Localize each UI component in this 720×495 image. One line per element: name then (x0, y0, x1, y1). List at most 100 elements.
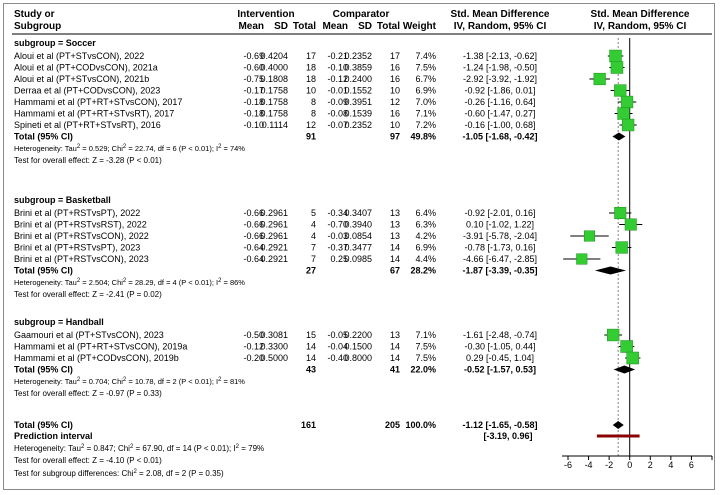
study-weight: 6.4% (415, 208, 436, 218)
study-marker (610, 61, 624, 74)
study-n-intervention: 8 (311, 97, 316, 107)
study-sd-comparator: 0.3951 (344, 97, 372, 107)
subgroup-total-weight: 28.2% (410, 266, 436, 276)
study-n-intervention: 8 (311, 109, 316, 119)
study-sd-intervention: 0.1758 (260, 109, 288, 119)
study-mean-intervention: -0.18 (243, 97, 264, 107)
study-n-comparator: 17 (390, 51, 400, 61)
study-name: Brini et al (PT+RSTvsRST), 2022 (14, 220, 147, 230)
subgroup-total-ci: -1.87 [-3.39, -0.35] (462, 266, 537, 276)
header-weight: Weight (403, 21, 437, 32)
study-n-comparator: 16 (390, 74, 400, 84)
study-n-intervention: 15 (306, 330, 316, 340)
study-name: Hammami et al (PT+RT+STvsCON), 2017 (14, 97, 182, 107)
study-mean-comparator: -0.07 (327, 120, 348, 130)
study-mean-comparator: -0.03 (327, 231, 348, 241)
study-sd-comparator: 0.3940 (344, 220, 372, 230)
study-ci: -0.92 [-2.01, 0.16] (464, 208, 535, 218)
study-marker (584, 230, 595, 242)
overall-total-n-comparator: 205 (385, 420, 400, 430)
header-total-comparator: Total (377, 21, 400, 32)
study-mean-comparator: -0.09 (327, 97, 348, 107)
header-sd-intervention: SD (274, 21, 288, 32)
study-marker (609, 49, 622, 63)
study-sd-comparator: 0.2200 (344, 330, 372, 340)
study-marker (614, 206, 627, 220)
study-weight: 7.5% (415, 353, 436, 363)
study-marker (626, 351, 639, 365)
study-marker (621, 118, 635, 132)
study-sd-intervention: 0.4000 (260, 63, 288, 73)
study-marker (624, 218, 637, 231)
study-weight: 7.4% (415, 51, 436, 61)
study-ci: -0.78 [-1.73, 0.16] (464, 243, 535, 253)
study-name: Hammami et al (PT+RT+STvsCON), 2019a (14, 342, 187, 352)
study-mean-intervention: -0.12 (243, 342, 264, 352)
study-ci: -1.24 [-1.98, -0.50] (463, 63, 537, 73)
study-ci: -0.60 [-1.47, 0.27] (464, 109, 535, 119)
study-weight: 7.2% (415, 120, 436, 130)
study-weight: 7.5% (415, 342, 436, 352)
x-axis-tick-label: -2 (605, 460, 613, 470)
study-ci: 0.10 [-1.02, 1.22] (466, 220, 534, 230)
study-mean-comparator: -0.40 (327, 353, 348, 363)
study-n-intervention: 10 (306, 86, 316, 96)
study-sd-intervention: 0.1758 (260, 86, 288, 96)
study-name: Brini et al (PT+RSTvsCON), 2022 (14, 231, 149, 241)
subgroup-total-label: Total (95% CI) (14, 266, 73, 276)
x-axis-tick-label: 0 (627, 460, 632, 470)
study-ci: -1.61 [-2.48, -0.74] (463, 330, 537, 340)
subgroup-total-weight: 22.0% (410, 365, 436, 375)
subgroup-pooled-diamond (594, 266, 627, 275)
subgroup-total-n-comparator: 67 (390, 266, 400, 276)
study-n-comparator: 10 (390, 86, 400, 96)
study-mean-intervention: -0.64 (243, 254, 264, 264)
study-weight: 4.4% (415, 254, 436, 264)
prediction-bar (596, 434, 640, 438)
header-subgroup: Subgroup (14, 21, 61, 32)
study-ci: -4.66 [-6.47, -2.85] (463, 254, 537, 264)
study-mean-comparator: -0.04 (327, 342, 348, 352)
subgroup-title: subgroup = Handball (14, 317, 104, 327)
study-ci: -3.91 [-5.78, -2.04] (463, 231, 537, 241)
overall-pooled-diamond (612, 421, 624, 429)
header-total-intervention: Total (293, 21, 316, 32)
subgroup-total-n-intervention: 43 (306, 365, 316, 375)
study-mean-comparator: -0.08 (327, 109, 348, 119)
study-sd-comparator: 0.2400 (344, 74, 372, 84)
study-sd-intervention: 0.4204 (260, 51, 288, 61)
study-sd-comparator: 0.8000 (344, 353, 372, 363)
study-n-intervention: 5 (311, 208, 316, 218)
study-mean-comparator: -0.37 (327, 243, 348, 253)
study-weight: 7.1% (415, 109, 436, 119)
study-mean-comparator: -0.01 (327, 86, 348, 96)
study-weight: 6.9% (415, 243, 436, 253)
study-mean-intervention: -0.66 (243, 231, 264, 241)
subgroup-title: subgroup = Basketball (14, 195, 111, 205)
study-n-intervention: 4 (311, 220, 316, 230)
study-sd-intervention: 0.2921 (260, 254, 288, 264)
study-sd-comparator: 0.1500 (344, 342, 372, 352)
x-axis-tick-label: 6 (689, 460, 694, 470)
study-name: Hammami et al (PT+CODvsCON), 2019b (14, 353, 179, 363)
study-n-comparator: 14 (390, 353, 400, 363)
study-sd-intervention: 0.1758 (260, 97, 288, 107)
study-weight: 7.1% (415, 330, 436, 340)
study-name: Brini et al (PT+RSTvsPT), 2022 (14, 208, 140, 218)
study-sd-comparator: 0.0854 (344, 231, 372, 241)
study-sd-comparator: 0.1552 (344, 86, 372, 96)
prediction-label: Prediction interval (14, 431, 93, 441)
study-name: Brini et al (PT+RSTvsPT), 2023 (14, 243, 140, 253)
subgroup-heterogeneity: Heterogeneity: Tau2 = 2.504; Chi2 = 28.2… (14, 278, 245, 287)
study-sd-comparator: 0.2352 (344, 51, 372, 61)
study-weight: 6.7% (415, 74, 436, 84)
subgroup-total-label: Total (95% CI) (14, 132, 73, 142)
study-n-intervention: 18 (306, 74, 316, 84)
header-smd-text-1: Std. Mean Difference (451, 9, 550, 20)
study-mean-intervention: -0.64 (243, 243, 264, 253)
study-sd-intervention: 0.1808 (260, 74, 288, 84)
study-mean-comparator: -0.12 (327, 74, 348, 84)
study-name: Aloui et al (PT+CODvsCON), 2021a (14, 63, 158, 73)
study-sd-intervention: 0.5000 (260, 353, 288, 363)
header-smd-plot-1: Std. Mean Difference (591, 9, 690, 20)
